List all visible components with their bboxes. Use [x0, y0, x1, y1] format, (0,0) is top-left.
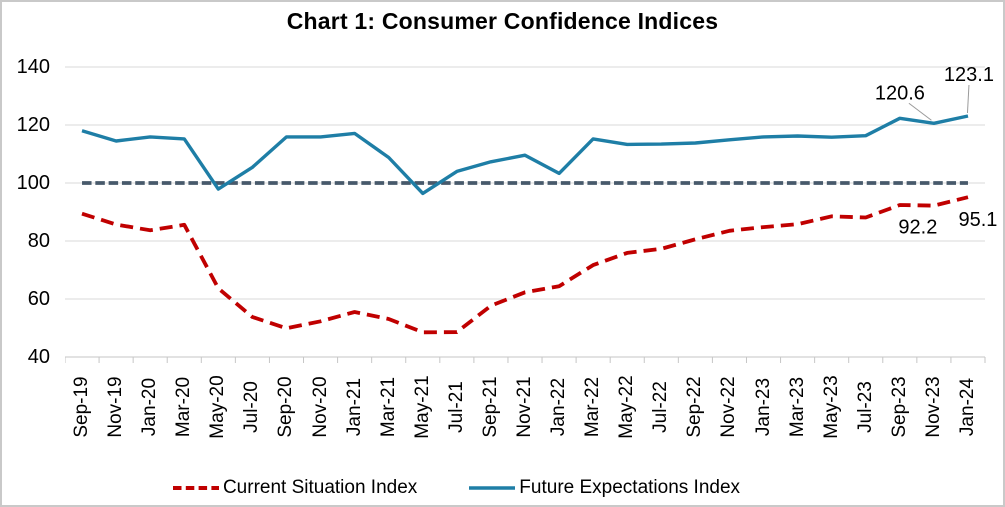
x-axis-label: Mar-21: [377, 376, 399, 438]
plot-area: 120.6 123.1 92.2 95.1: [65, 65, 997, 363]
data-label-95-1: 95.1: [958, 209, 997, 231]
data-label-120-6: 120.6: [875, 82, 925, 104]
data-label-123-1: 123.1: [944, 65, 994, 86]
y-axis-label: 60: [27, 288, 50, 310]
x-axis-label: Sep-23: [888, 376, 910, 438]
x-axis-label: Jul-20: [241, 381, 263, 433]
x-axis-label: Nov-20: [309, 376, 331, 438]
y-axis-label: 80: [27, 230, 50, 252]
x-axis-label: Jul-21: [445, 381, 467, 433]
x-axis-label: Jan-21: [343, 377, 365, 437]
csi-dashed-line-sample: [172, 486, 219, 490]
legend: Current Situation Index Future Expectati…: [2, 475, 957, 501]
x-axis-label: Jan-24: [956, 377, 978, 437]
legend-entry-fei: Future Expectations Index: [469, 476, 740, 500]
x-axis-label: Jul-23: [854, 381, 876, 433]
fei-solid-line-sample: [469, 486, 516, 490]
x-axis-label: Jan-22: [548, 377, 570, 437]
x-axis-label: May-20: [207, 375, 229, 439]
x-axis-label: Nov-19: [105, 376, 127, 438]
x-axis-label: Mar-23: [786, 376, 808, 438]
y-axis-label: 100: [16, 172, 50, 194]
data-label-92-2: 92.2: [898, 217, 937, 239]
y-axis-label: 40: [27, 346, 50, 368]
x-axis-label: Sep-21: [479, 376, 501, 438]
x-axis-label: Nov-22: [718, 376, 740, 438]
x-axis-label: May-21: [411, 375, 433, 439]
x-axis-label: Nov-21: [514, 376, 535, 438]
x-axis-label: May-22: [616, 375, 638, 439]
csi-line: [81, 195, 969, 335]
x-axis-label: May-23: [820, 375, 842, 439]
x-axis-label: Sep-22: [684, 376, 706, 438]
chart-title: Chart 1: Consumer Confidence Indices: [286, 8, 719, 34]
x-axis-label: Jul-22: [650, 381, 672, 433]
legend-entry-csi: Current Situation Index: [172, 476, 418, 500]
x-axis-label: Mar-20: [173, 376, 195, 438]
annotation-leader-line: [966, 84, 970, 114]
x-axis-label: Jan-20: [139, 377, 161, 437]
x-axis-label: Nov-23: [922, 376, 944, 438]
x-axis-label: Sep-19: [71, 376, 93, 438]
x-axis-label: Jan-23: [752, 377, 774, 437]
fei-line: [81, 114, 969, 196]
legend-label-csi: Current Situation Index: [222, 477, 418, 498]
y-axis-label: 120: [16, 114, 50, 136]
x-axis-label: Mar-22: [582, 376, 604, 438]
y-axis-label: 140: [16, 56, 50, 78]
annotation-leader-line: [908, 102, 932, 121]
x-axis-label: Sep-20: [275, 376, 297, 438]
legend-label-fei: Future Expectations Index: [519, 477, 741, 498]
